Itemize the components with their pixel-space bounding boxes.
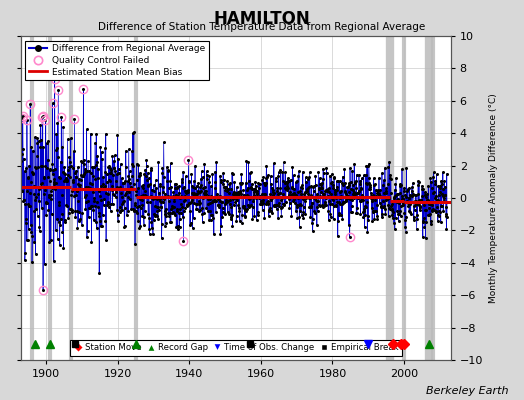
- Text: Berkeley Earth: Berkeley Earth: [426, 386, 508, 396]
- Y-axis label: Monthly Temperature Anomaly Difference (°C): Monthly Temperature Anomaly Difference (…: [488, 93, 498, 303]
- Legend: Station Move, Record Gap, Time of Obs. Change, Empirical Break: Station Move, Record Gap, Time of Obs. C…: [70, 340, 402, 356]
- Text: HAMILTON: HAMILTON: [214, 10, 310, 28]
- Text: Difference of Station Temperature Data from Regional Average: Difference of Station Temperature Data f…: [99, 22, 425, 32]
